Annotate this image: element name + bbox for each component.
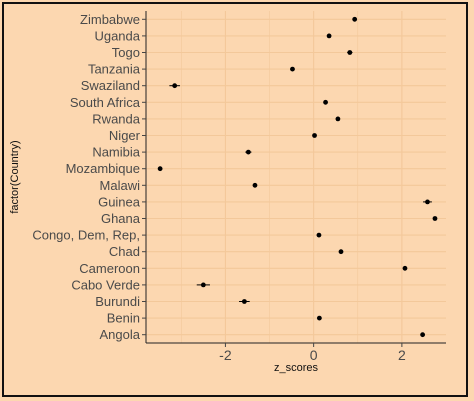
y-tick-label: Zimbabwe: [80, 12, 140, 27]
data-point: [316, 232, 322, 238]
data-point: [402, 265, 408, 271]
data-point: [157, 166, 163, 172]
y-tick-label: Ghana: [101, 211, 141, 226]
data-point: [352, 16, 358, 22]
y-tick-label: Angola: [100, 327, 141, 342]
y-tick-label: Swaziland: [81, 78, 140, 93]
data-point: [290, 66, 295, 72]
x-tick-label: -2: [219, 347, 232, 363]
y-tick-label: Burundi: [95, 294, 140, 309]
y-tick-label: Congo, Dem, Rep,: [32, 228, 140, 243]
y-tick-label: Tanzania: [88, 62, 141, 77]
y-tick-label: Cameroon: [79, 261, 140, 276]
data-point: [347, 50, 353, 55]
data-point: [323, 99, 328, 105]
y-tick-label: Malawi: [100, 178, 141, 193]
data-point: [245, 149, 251, 155]
plot-panel: [146, 11, 446, 343]
data-point: [425, 199, 430, 205]
y-tick-label: Togo: [112, 45, 140, 60]
data-point: [172, 83, 178, 89]
y-tick-label: Benin: [107, 311, 140, 326]
data-point: [312, 133, 317, 138]
y-tick-label: Niger: [109, 128, 141, 143]
data-point: [335, 116, 341, 122]
chart-frame: [2, 2, 468, 397]
x-axis-title: z_scores: [274, 362, 319, 374]
data-point: [316, 315, 322, 321]
y-tick-label: Mozambique: [66, 161, 140, 176]
data-point: [420, 332, 426, 338]
y-tick-label: Uganda: [94, 28, 140, 43]
y-tick-label: South Africa: [70, 95, 141, 110]
data-point: [338, 249, 344, 255]
data-point: [200, 282, 206, 288]
y-tick-label: Chad: [109, 244, 140, 259]
y-tick-label: Cabo Verde: [71, 277, 140, 292]
data-point: [241, 299, 247, 304]
data-point: [326, 33, 332, 39]
y-tick-label: Guinea: [98, 194, 141, 209]
y-tick-label: Rwanda: [92, 111, 140, 126]
x-tick-label: 2: [398, 347, 406, 363]
data-point: [252, 182, 258, 188]
y-axis-title: factor(Country): [9, 140, 21, 213]
y-tick-label: Namibia: [92, 145, 140, 160]
data-point: [432, 216, 438, 221]
x-tick-label: 0: [310, 347, 318, 363]
